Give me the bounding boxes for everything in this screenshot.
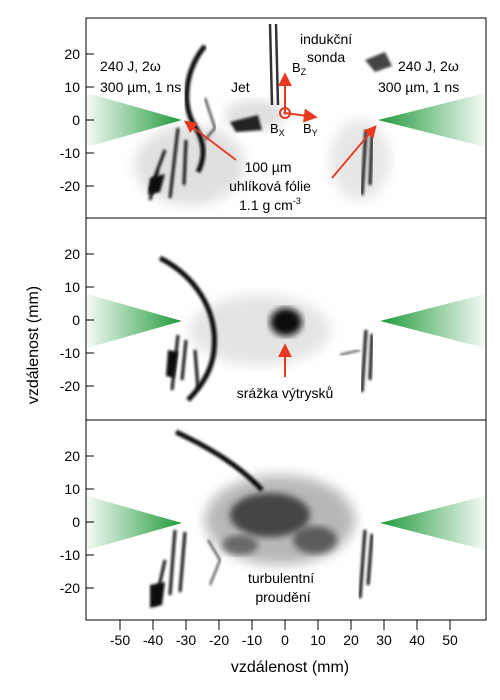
laser-beam-left: [87, 93, 182, 147]
x-tick-label: 20: [343, 632, 359, 648]
probe-label: indukční sonda: [300, 31, 356, 65]
laser-beam-left: [87, 294, 182, 348]
laser-label-right-line-1: 240 J, 2ω: [398, 58, 459, 74]
panel-2-y-ticks: 20 10 0 -10 -20: [60, 246, 94, 394]
x-tick-label: -40: [143, 632, 163, 648]
y-tick-label: 20: [64, 448, 80, 464]
x-tick-label: -50: [110, 632, 130, 648]
turbulence-label-line-2: proudění: [255, 589, 310, 605]
panel-1-y-ticks: 20 10 0 -10 -20: [60, 46, 94, 194]
probe-label-line-2: sonda: [307, 49, 345, 65]
x-tick-label: -10: [242, 632, 262, 648]
x-tick-label: 30: [376, 632, 392, 648]
y-tick-label: -20: [60, 378, 80, 394]
x-tick-label: 10: [310, 632, 326, 648]
jet-label: Jet: [231, 79, 250, 95]
panel-1: 240 J, 2ω 300 µm, 1 ns 240 J, 2ω 300 µm,…: [60, 17, 487, 219]
y-tick-label: 10: [64, 279, 80, 295]
bx-label: BX: [270, 121, 285, 138]
laser-label-left: 240 J, 2ω 300 µm, 1 ns: [100, 58, 181, 95]
y-tick-label: 0: [72, 312, 80, 328]
laser-label-right: 240 J, 2ω 300 µm, 1 ns: [378, 58, 463, 95]
panel-2: srážka výtrysků 20 10 0 -10 -20: [60, 217, 487, 421]
x-tick-label: 50: [442, 632, 458, 648]
y-tick-label: 10: [64, 481, 80, 497]
x-tick-label: 0: [281, 632, 289, 648]
laser-beam-right: [380, 294, 485, 348]
y-axis-label: vzdálenost (mm): [25, 286, 42, 404]
bx-vector: [279, 107, 291, 119]
bx-vector-dot: [283, 111, 287, 115]
foil-density-main: 1.1 g cm: [239, 197, 293, 213]
collision-label: srážka výtrysků: [237, 385, 333, 401]
foil-label: 100 µm uhlíková fólie: [229, 159, 311, 194]
panel-3: turbulentní proudění 20 10 0 -10 -20: [60, 419, 487, 621]
shadowgraph-image: [150, 429, 374, 608]
laser-beam-left: [87, 496, 182, 550]
laser-beam-right: [380, 496, 485, 550]
laser-label-left-line-2: 300 µm, 1 ns: [100, 79, 181, 95]
foil-arrow-right: [331, 125, 377, 179]
by-label: BY: [303, 121, 318, 138]
laser-label-right-line-2: 300 µm, 1 ns: [378, 79, 459, 95]
x-tick-label: 40: [409, 632, 425, 648]
bx-label-sub: X: [279, 128, 285, 138]
laser-beam-right: [378, 93, 485, 147]
y-tick-label: -20: [60, 580, 80, 596]
y-tick-label: -10: [60, 145, 80, 161]
bz-label-main: B: [292, 60, 301, 75]
y-tick-label: 0: [72, 112, 80, 128]
y-tick-label: 10: [64, 79, 80, 95]
x-tick-label: -20: [209, 632, 229, 648]
turbulence-label: turbulentní proudění: [248, 570, 318, 605]
y-tick-label: -20: [60, 178, 80, 194]
y-tick-label: 20: [64, 246, 80, 262]
bz-label-sub: Z: [301, 67, 307, 77]
y-tick-label: -10: [60, 547, 80, 563]
bx-label-main: B: [270, 121, 279, 136]
foil-arrow-left: [183, 120, 237, 161]
foil-density-label: 1.1 g cm-3: [239, 196, 301, 213]
probe-label-line-1: indukční: [300, 31, 352, 47]
y-tick-label: 20: [64, 46, 80, 62]
shadowgraph-image: [158, 255, 374, 402]
laser-label-left-line-1: 240 J, 2ω: [100, 58, 161, 74]
foil-density-exponent: -3: [293, 196, 301, 206]
x-axis-label: vzdálenost (mm): [231, 659, 349, 676]
foil-label-line-2: uhlíková fólie: [229, 178, 311, 194]
by-label-main: B: [303, 121, 312, 136]
x-tick-label: -30: [176, 632, 196, 648]
foil-label-line-1: 100 µm: [245, 159, 292, 175]
turbulence-label-line-1: turbulentní: [248, 570, 314, 586]
bz-label: BZ: [292, 60, 307, 77]
x-axis: -50 -40 -30 -20 -10 0 10 20 30 40 50: [86, 619, 486, 648]
y-tick-label: 0: [72, 514, 80, 530]
y-tick-label: -10: [60, 345, 80, 361]
by-label-sub: Y: [312, 128, 318, 138]
panel-3-y-ticks: 20 10 0 -10 -20: [60, 448, 94, 596]
